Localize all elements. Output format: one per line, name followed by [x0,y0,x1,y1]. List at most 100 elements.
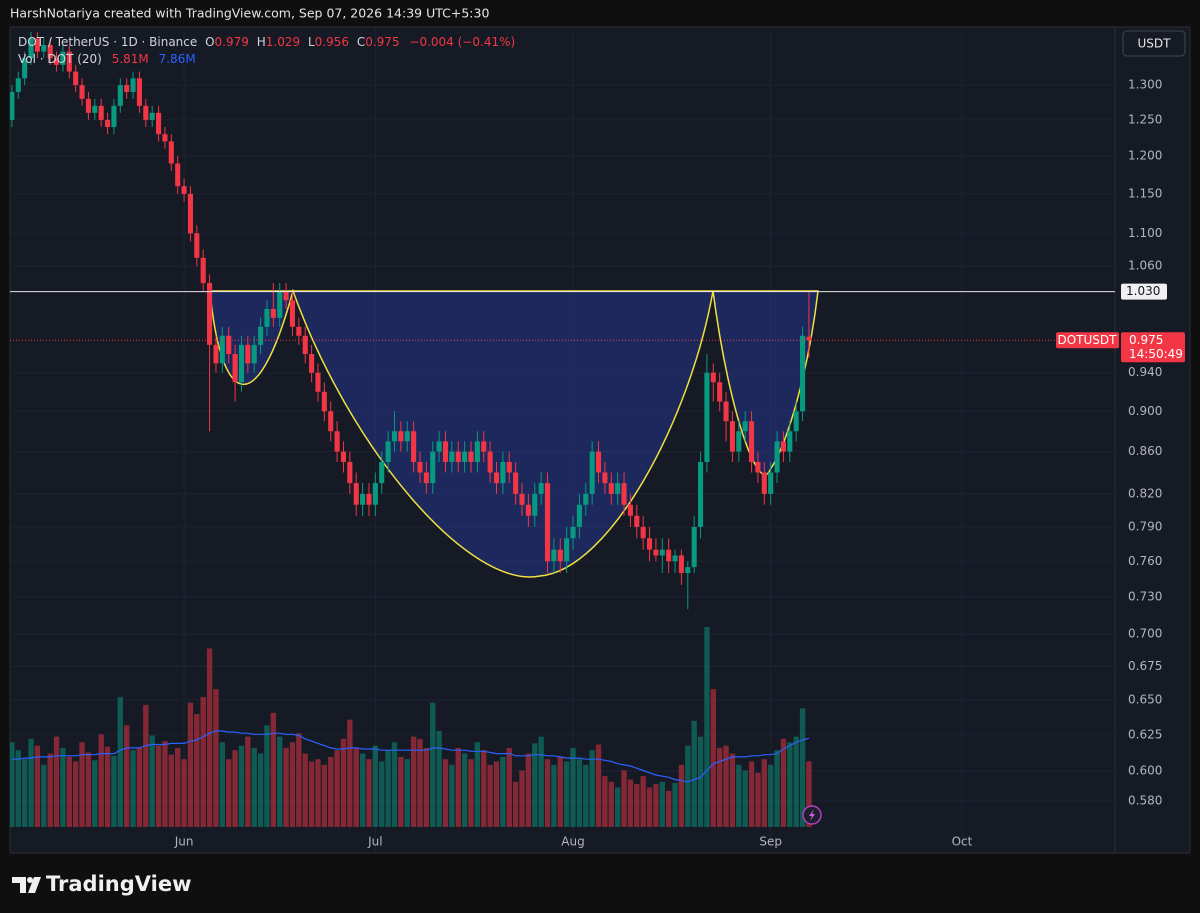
candle-body [481,441,487,452]
volume-bar [602,776,608,827]
candle-body [678,555,684,574]
volume-bar [28,738,34,827]
candle-body [372,483,378,505]
candle-body [544,483,551,562]
volume-bar [347,719,353,827]
volume-bar [206,648,213,827]
axes: 1.300 1.250 1.200 1.150 1.100 1.060 0.940 0.900… [10,78,1185,849]
volume-bar [366,759,372,827]
volume-bar [111,755,117,827]
candle-body [570,526,576,539]
volume-bar [219,742,226,827]
volume-bar [72,761,79,827]
volume-bar [187,702,194,827]
candle-body [538,483,544,494]
last-price-label: 0.975 [1129,333,1163,347]
volume-bar [544,759,551,827]
volume-bar [130,750,136,827]
candle-body [774,441,780,473]
logo-slash [28,877,41,893]
volume-bar [468,759,474,827]
candle-body [315,372,321,392]
candle-body [525,504,531,516]
volume-bar [442,759,449,827]
volume-bar [404,759,410,827]
volume-bar [761,759,767,827]
volume-bar [423,747,430,827]
volume-bar [678,764,685,827]
cup-and-handle-drawing [209,288,819,578]
volume-bar [710,689,716,827]
volume-bar [519,770,525,827]
volume-bar [557,756,563,827]
volume-bar [512,781,519,827]
volume-bar [634,784,640,827]
candle-body [34,38,40,52]
candle-body [181,186,187,194]
x-tick-label: Jun [174,835,194,849]
volume-bar [659,781,665,827]
volume-bar [493,761,500,827]
volume-bar [321,764,328,827]
symbol-label: DOTUSDT [1058,333,1118,347]
candle-body [302,335,308,355]
volume-bar [461,753,468,827]
attribution: HarshNotariya created with TradingView.c… [10,6,489,21]
volume-bar [200,697,206,827]
volume-bar [10,742,15,827]
currency[interactable]: USDT [1138,37,1172,51]
candle-body [532,493,538,516]
candle-body [340,451,347,462]
volume-bar [85,752,92,827]
volume-bar [66,756,72,827]
volume-bar [665,790,672,827]
candle-body [136,78,142,106]
candle-body [66,51,72,72]
y-tick-label: 1.150 [1128,186,1162,200]
alert-bolt [809,809,815,821]
candle-body [47,45,53,59]
volume-bar [589,750,595,827]
candle-body [289,300,296,327]
volume-bar [672,782,678,827]
volume-bar [302,753,308,827]
candle-body [608,483,614,494]
candle-body [627,504,633,516]
volume-bar [595,744,602,827]
candle-body [761,472,767,494]
y-tick-label: 0.625 [1128,727,1162,741]
candle-body [493,472,500,484]
candle-body [143,105,149,120]
candle-body [334,431,340,452]
candle-body [513,472,519,494]
candle-body [124,85,130,92]
volume-bar [500,756,506,827]
candle-body [105,119,111,128]
y-tick-label: 0.860 [1128,444,1162,458]
volume-bar [608,781,614,827]
candle-body [557,549,563,562]
volume-bar [417,738,423,827]
candle-body [621,483,627,505]
volume-bar [168,754,174,827]
volume-bar [627,779,634,827]
currency-button[interactable] [1122,30,1186,57]
candle-body [232,354,238,383]
volume-bar [251,747,257,827]
candle-body [283,291,289,301]
volume-bar [806,761,812,827]
y-tick-label: 1.200 [1128,149,1162,163]
candle-body [60,51,66,65]
volume-bar [646,787,653,827]
candle-body [28,38,34,59]
volume-bar [353,747,359,827]
candle-body [564,538,570,562]
volume-bar [780,738,787,827]
candle-body [347,461,353,484]
volume-bar [181,759,187,827]
change: −0.004 (−0.41%) [409,35,515,49]
symbol: DOT / TetherUS · 1D · Binance [18,35,197,49]
volume-bar [334,750,340,827]
brand-logo: TradingView [12,872,191,896]
